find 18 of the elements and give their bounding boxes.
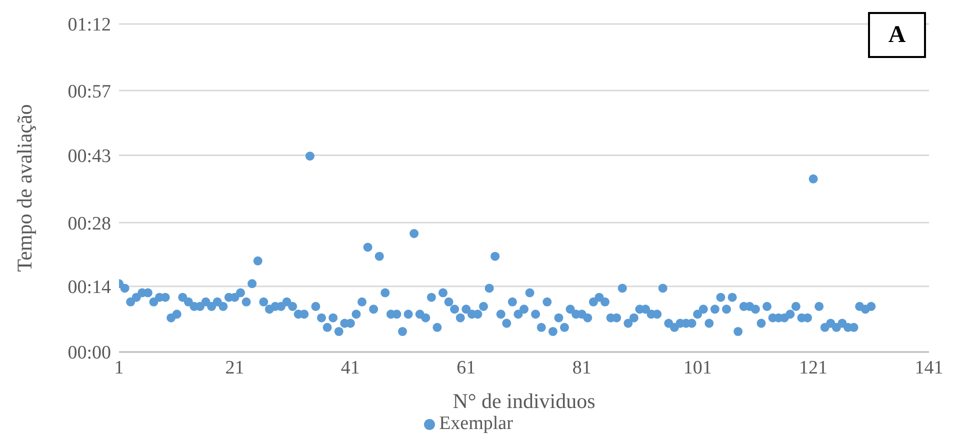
- x-tick-label: 121: [799, 357, 828, 378]
- y-tick-label: 00:00: [68, 342, 111, 364]
- y-tick-label: 00:57: [68, 81, 111, 102]
- x-tick-label: 21: [225, 357, 244, 378]
- x-tick-label: 81: [572, 357, 592, 378]
- y-tick-label: 01:12: [68, 14, 111, 36]
- y-axis-title: Tempo de avaliação: [12, 104, 36, 272]
- x-axis-title: N° de individuos: [452, 389, 596, 413]
- x-tick-label: 1: [114, 357, 124, 378]
- y-tick-label: 00:43: [68, 146, 111, 167]
- legend-label: Exemplar: [439, 413, 513, 434]
- annotation: A: [868, 12, 926, 58]
- x-tick-label: 61: [456, 357, 476, 378]
- y-tick-label: 00:14: [68, 277, 112, 298]
- x-tick-label: 41: [340, 357, 360, 378]
- x-tick-label: 141: [914, 357, 944, 378]
- x-tick-label: 101: [683, 357, 712, 378]
- y-tick-label: 00:28: [68, 213, 111, 234]
